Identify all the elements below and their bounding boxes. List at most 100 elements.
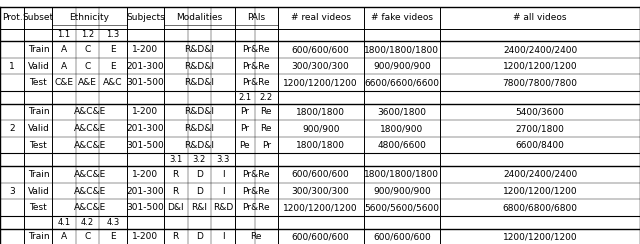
Text: 301-500: 301-500 <box>127 203 164 212</box>
Text: 2: 2 <box>10 124 15 133</box>
Text: 1-200: 1-200 <box>132 170 158 179</box>
Text: 2.1: 2.1 <box>238 93 252 102</box>
Text: 1800/900: 1800/900 <box>380 124 424 133</box>
Text: R: R <box>173 170 179 179</box>
Text: # real videos: # real videos <box>291 13 351 22</box>
Text: 1200/1200/1200: 1200/1200/1200 <box>284 78 358 87</box>
Text: E: E <box>110 45 116 54</box>
Text: C: C <box>84 233 90 241</box>
Text: 4800/6600: 4800/6600 <box>378 141 426 150</box>
Text: R: R <box>173 233 179 241</box>
Text: 6800/6800/6800: 6800/6800/6800 <box>502 203 578 212</box>
Text: 1800/1800/1800: 1800/1800/1800 <box>364 170 440 179</box>
Text: 1.1: 1.1 <box>58 30 70 39</box>
Text: 1: 1 <box>10 62 15 71</box>
Text: Pr&Re: Pr&Re <box>243 187 270 195</box>
Text: Valid: Valid <box>28 124 49 133</box>
Text: Pr: Pr <box>240 124 250 133</box>
Text: E: E <box>110 62 116 71</box>
Text: R&D&I: R&D&I <box>184 124 214 133</box>
Text: I: I <box>221 170 225 179</box>
Text: R&D&I: R&D&I <box>184 45 214 54</box>
Text: Ethnicity: Ethnicity <box>70 13 109 22</box>
Text: 4.2: 4.2 <box>81 218 94 227</box>
Text: Modalities: Modalities <box>176 13 223 22</box>
Text: Train: Train <box>28 108 49 116</box>
Text: R&D: R&D <box>213 203 233 212</box>
Text: 3.2: 3.2 <box>193 155 206 164</box>
Text: 1.2: 1.2 <box>81 30 94 39</box>
Text: 900/900: 900/900 <box>302 124 339 133</box>
Text: D&I: D&I <box>168 203 184 212</box>
Text: Valid: Valid <box>28 62 49 71</box>
Text: R&D&I: R&D&I <box>184 78 214 87</box>
Text: A&C&E: A&C&E <box>74 187 106 195</box>
Text: 2400/2400/2400: 2400/2400/2400 <box>503 45 577 54</box>
Text: Test: Test <box>29 203 47 212</box>
Text: 4.1: 4.1 <box>58 218 70 227</box>
Text: 201-300: 201-300 <box>127 124 164 133</box>
Text: 900/900/900: 900/900/900 <box>373 187 431 195</box>
Text: 600/600/600: 600/600/600 <box>292 233 349 241</box>
Text: Pr&Re: Pr&Re <box>243 45 270 54</box>
Text: Subset: Subset <box>23 13 54 22</box>
Text: 300/300/300: 300/300/300 <box>292 62 349 71</box>
Text: A&C&E: A&C&E <box>74 203 106 212</box>
Text: Test: Test <box>29 78 47 87</box>
Text: A&C&E: A&C&E <box>74 108 106 116</box>
Text: R&I: R&I <box>191 203 207 212</box>
Text: D: D <box>196 233 203 241</box>
Text: C: C <box>84 62 90 71</box>
Text: D: D <box>196 170 203 179</box>
Text: 1800/1800/1800: 1800/1800/1800 <box>364 45 440 54</box>
Text: 1800/1800: 1800/1800 <box>296 141 345 150</box>
Text: 1200/1200/1200: 1200/1200/1200 <box>503 62 577 71</box>
Text: 6600/6600/6600: 6600/6600/6600 <box>364 78 440 87</box>
Text: 2400/2400/2400: 2400/2400/2400 <box>503 170 577 179</box>
Text: 600/600/600: 600/600/600 <box>292 170 349 179</box>
Text: Pr: Pr <box>240 108 250 116</box>
Text: Pr&Re: Pr&Re <box>243 78 270 87</box>
Text: C: C <box>84 45 90 54</box>
Text: # fake videos: # fake videos <box>371 13 433 22</box>
Text: Pr&Re: Pr&Re <box>243 62 270 71</box>
Text: Pr: Pr <box>262 141 271 150</box>
Text: 3600/1800: 3600/1800 <box>378 108 426 116</box>
Text: # all videos: # all videos <box>513 13 567 22</box>
Text: Pr&Re: Pr&Re <box>243 170 270 179</box>
Text: 6600/8400: 6600/8400 <box>516 141 564 150</box>
Text: 1-200: 1-200 <box>132 233 158 241</box>
Text: 1200/1200/1200: 1200/1200/1200 <box>503 187 577 195</box>
Text: Pe: Pe <box>239 141 250 150</box>
Text: Re: Re <box>260 124 272 133</box>
Text: A: A <box>61 45 67 54</box>
Text: Prot.: Prot. <box>2 13 22 22</box>
Text: R&D&I: R&D&I <box>184 62 214 71</box>
Text: I: I <box>221 187 225 195</box>
Text: 3: 3 <box>10 187 15 195</box>
Text: 600/600/600: 600/600/600 <box>292 45 349 54</box>
Text: 301-500: 301-500 <box>127 78 164 87</box>
Text: 1.3: 1.3 <box>106 30 120 39</box>
Text: 1200/1200/1200: 1200/1200/1200 <box>503 233 577 241</box>
Text: Subjects: Subjects <box>126 13 164 22</box>
Text: R&D&I: R&D&I <box>184 141 214 150</box>
Text: Train: Train <box>28 45 49 54</box>
Text: 301-500: 301-500 <box>127 141 164 150</box>
Text: A&C: A&C <box>103 78 123 87</box>
Text: 2.2: 2.2 <box>260 93 273 102</box>
Text: Re: Re <box>251 233 262 241</box>
Text: 900/900/900: 900/900/900 <box>373 62 431 71</box>
Text: C&E: C&E <box>54 78 74 87</box>
Text: 7800/7800/7800: 7800/7800/7800 <box>502 78 578 87</box>
Text: D: D <box>196 187 203 195</box>
Text: 201-300: 201-300 <box>127 187 164 195</box>
Text: 300/300/300: 300/300/300 <box>292 187 349 195</box>
Text: Valid: Valid <box>28 187 49 195</box>
Text: 1800/1800: 1800/1800 <box>296 108 345 116</box>
Text: A&C&E: A&C&E <box>74 170 106 179</box>
Text: Pr&Re: Pr&Re <box>243 203 270 212</box>
Text: A: A <box>61 233 67 241</box>
Text: 1200/1200/1200: 1200/1200/1200 <box>284 203 358 212</box>
Text: Re: Re <box>260 108 272 116</box>
